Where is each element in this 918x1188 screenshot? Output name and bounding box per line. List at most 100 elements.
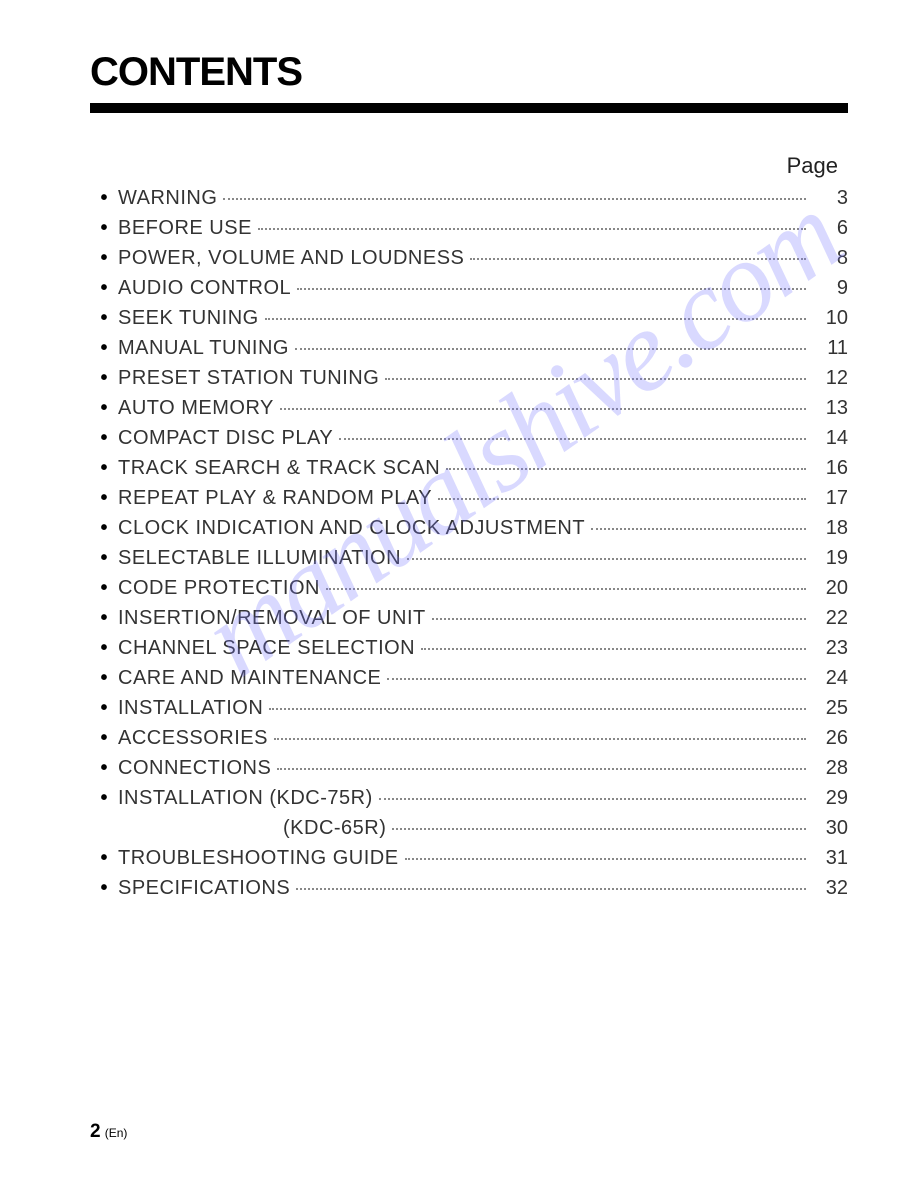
toc-entry-page: 28 [812,755,848,782]
dot-leader [258,228,806,230]
dot-leader [470,258,806,260]
bullet-icon: • [90,245,118,272]
toc-entry: •CONNECTIONS 28 [90,755,848,782]
toc-entry-label: WARNING [118,185,217,212]
dot-leader [405,858,806,860]
toc-entry-label: TRACK SEARCH & TRACK SCAN [118,455,440,482]
dot-leader [297,288,806,290]
bullet-icon: • [90,695,118,722]
toc-entry-page: 6 [812,215,848,242]
toc-entry: •INSERTION/REMOVAL OF UNIT 22 [90,605,848,632]
toc-entry: •CHANNEL SPACE SELECTION 23 [90,635,848,662]
bullet-icon: • [90,515,118,542]
page-column-header: Page [90,153,848,179]
toc-entry-label: TROUBLESHOOTING GUIDE [118,845,399,872]
toc-entry-page: 14 [812,425,848,452]
bullet-icon: • [90,725,118,752]
toc-entry-page: 8 [812,245,848,272]
bullet-icon: • [90,845,118,872]
toc-entry: •SPECIFICATIONS32 [90,875,848,902]
dot-leader [407,558,806,560]
toc-entry-page: 17 [812,485,848,512]
toc-entry-label: REPEAT PLAY & RANDOM PLAY [118,485,432,512]
dot-leader [296,888,806,890]
toc-entry: •REPEAT PLAY & RANDOM PLAY 17 [90,485,848,512]
toc-entry: •TROUBLESHOOTING GUIDE 31 [90,845,848,872]
bullet-icon: • [90,635,118,662]
toc-entry: •WARNING 3 [90,185,848,212]
toc-entry: •SELECTABLE ILLUMINATION 19 [90,545,848,572]
toc-entry-label: SPECIFICATIONS [118,875,290,902]
dot-leader [392,828,806,830]
toc-entry-page: 30 [812,815,848,842]
toc-entry-label: AUDIO CONTROL [118,275,291,302]
toc-entry-page: 20 [812,575,848,602]
toc-entry-label: CHANNEL SPACE SELECTION [118,635,415,662]
toc-list: •WARNING3•BEFORE USE6•POWER, VOLUME AND … [90,185,848,902]
toc-entry: •AUDIO CONTROL 9 [90,275,848,302]
dot-leader [591,528,806,530]
bullet-icon: • [90,875,118,902]
dot-leader [379,798,806,800]
page-footer: 2 (En) [90,1121,127,1143]
dot-leader [295,348,806,350]
bullet-icon: • [90,665,118,692]
toc-entry-label: (KDC-65R) [283,815,386,842]
dot-leader [280,408,806,410]
bullet-icon: • [90,335,118,362]
toc-entry-label: AUTO MEMORY [118,395,274,422]
bullet-icon: • [90,485,118,512]
bullet-icon: • [90,545,118,572]
toc-entry-page: 13 [812,395,848,422]
bullet-icon: • [90,365,118,392]
title-underline [90,103,848,113]
toc-entry: •MANUAL TUNING11 [90,335,848,362]
toc-entry: (KDC-65R) 30 [90,815,848,842]
toc-entry: •COMPACT DISC PLAY 14 [90,425,848,452]
toc-entry-label: CLOCK INDICATION AND CLOCK ADJUSTMENT [118,515,585,542]
toc-entry: •BEFORE USE6 [90,215,848,242]
toc-entry-page: 24 [812,665,848,692]
toc-entry-label: MANUAL TUNING [118,335,289,362]
toc-entry-page: 9 [812,275,848,302]
toc-entry: •TRACK SEARCH & TRACK SCAN 16 [90,455,848,482]
toc-entry-page: 3 [812,185,848,212]
toc-entry-label: CONNECTIONS [118,755,271,782]
dot-leader [265,318,806,320]
bullet-icon: • [90,305,118,332]
toc-entry-page: 16 [812,455,848,482]
dot-leader [446,468,806,470]
dot-leader [269,708,806,710]
toc-entry-label: CODE PROTECTION [118,575,320,602]
toc-entry-page: 10 [812,305,848,332]
bullet-icon: • [90,785,118,812]
toc-entry-label: POWER, VOLUME AND LOUDNESS [118,245,464,272]
bullet-icon: • [90,185,118,212]
toc-entry-page: 22 [812,605,848,632]
toc-entry-label: INSERTION/REMOVAL OF UNIT [118,605,426,632]
bullet-icon: • [90,455,118,482]
dot-leader [339,438,806,440]
bullet-icon: • [90,425,118,452]
toc-entry: •SEEK TUNING 10 [90,305,848,332]
footer-language: (En) [105,1126,128,1140]
toc-entry-label: INSTALLATION [118,695,263,722]
dot-leader [326,588,806,590]
toc-entry-label: INSTALLATION (KDC-75R) [118,785,373,812]
bullet-icon: • [90,605,118,632]
toc-entry-page: 19 [812,545,848,572]
bullet-icon: • [90,755,118,782]
toc-entry-label: SELECTABLE ILLUMINATION [118,545,401,572]
toc-entry: •AUTO MEMORY13 [90,395,848,422]
dot-leader [387,678,806,680]
toc-entry: •INSTALLATION25 [90,695,848,722]
toc-entry-page: 23 [812,635,848,662]
toc-entry-label: COMPACT DISC PLAY [118,425,333,452]
dot-leader [432,618,806,620]
toc-entry: •CODE PROTECTION20 [90,575,848,602]
toc-entry-page: 31 [812,845,848,872]
bullet-icon: • [90,275,118,302]
toc-entry-label: SEEK TUNING [118,305,259,332]
dot-leader [421,648,806,650]
footer-page-number: 2 [90,1121,101,1142]
